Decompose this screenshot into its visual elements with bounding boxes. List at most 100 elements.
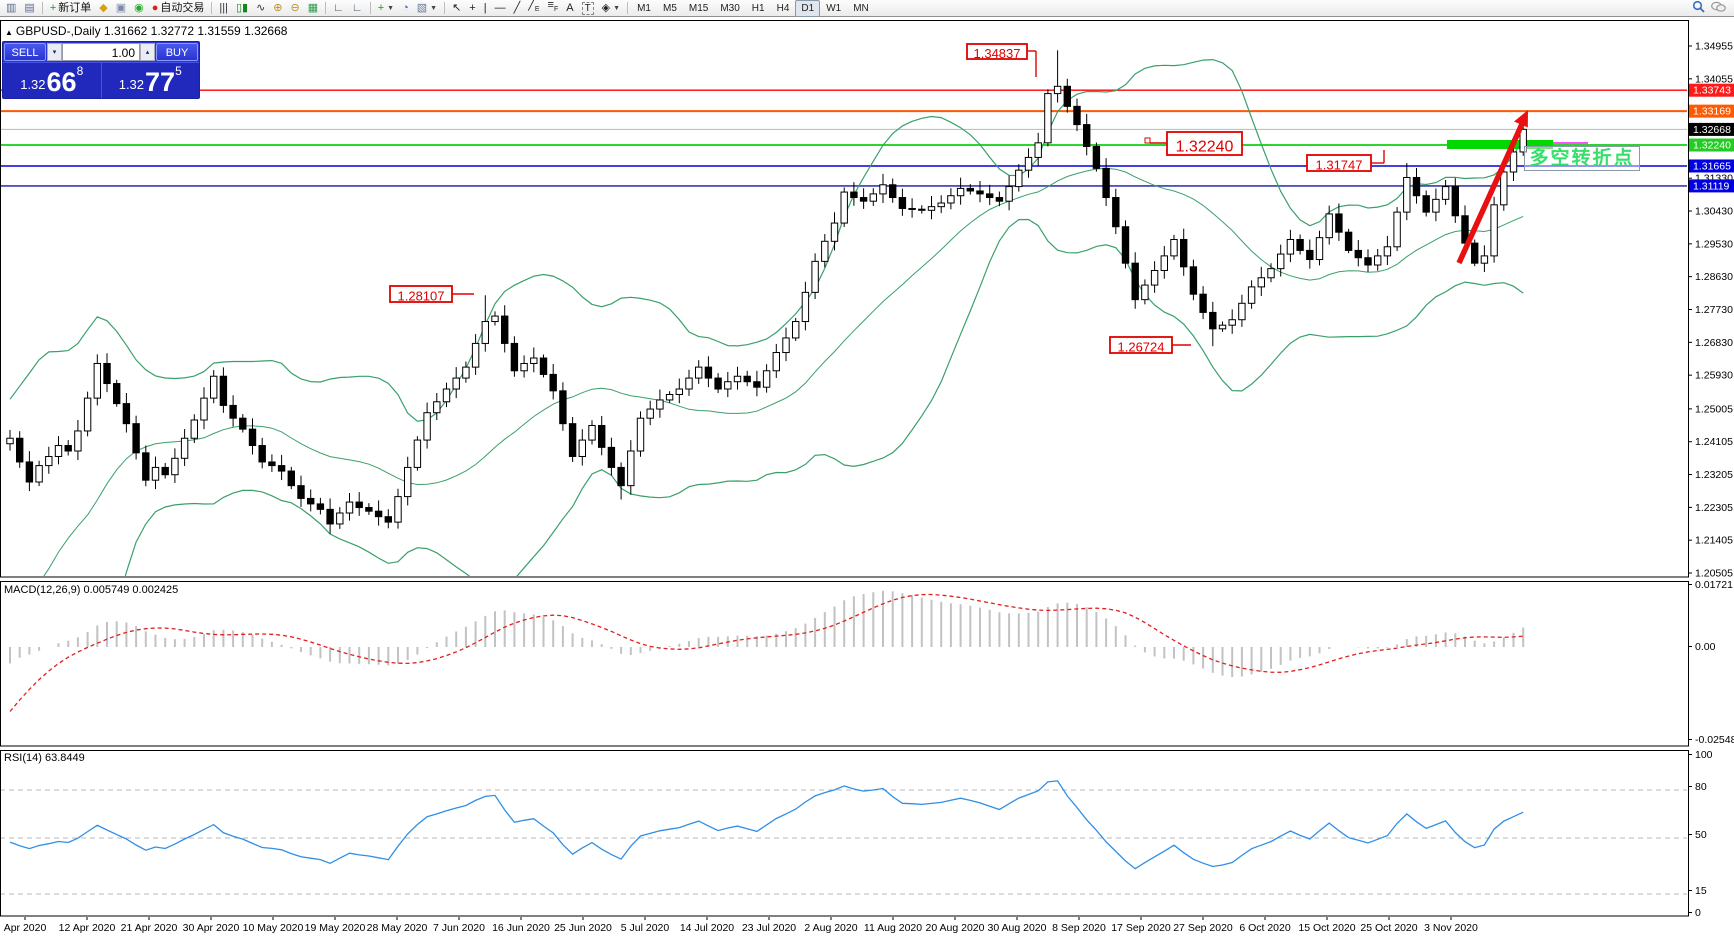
volume-up-button[interactable]: ▴	[140, 43, 155, 61]
candle-body	[665, 393, 674, 401]
timeframe-button-m15[interactable]: M15	[688, 2, 709, 14]
candle-body	[355, 501, 363, 509]
chevron-down-icon[interactable]: ▼	[387, 4, 395, 12]
signals-icon[interactable]: ◉	[130, 0, 148, 17]
candle-body	[180, 437, 189, 459]
sell-price-pips: 66	[46, 67, 77, 97]
zoom-in-icon[interactable]: ⊕	[269, 0, 286, 17]
arrows-icon[interactable]: ◈ ▼	[598, 0, 624, 17]
charts-window-icon[interactable]: ▥	[2, 0, 20, 17]
text-label-icon[interactable]: T	[578, 0, 598, 17]
clock-icon[interactable]: ◔	[398, 0, 413, 17]
date-label: 15 Oct 2020	[1298, 922, 1355, 934]
buy-price-display[interactable]: 1.32 77 5	[100, 63, 200, 98]
price-callout-1.31747[interactable]: 1.31747	[1306, 150, 1385, 173]
price-callout-1.26724[interactable]: 1.26724	[1109, 336, 1191, 355]
buy-button[interactable]: BUY	[156, 43, 198, 61]
candle-body	[210, 375, 218, 399]
tile-windows-icon[interactable]: ▦	[304, 0, 322, 17]
candle-body	[986, 193, 994, 199]
timeframe-button-d1[interactable]: D1	[795, 0, 821, 17]
candle-body	[1073, 105, 1081, 126]
timeframe-button-m5[interactable]: M5	[662, 2, 677, 14]
candle-body	[578, 439, 586, 457]
trend-arrow[interactable]	[1456, 122, 1525, 265]
trendline-icon[interactable]: ╱	[510, 0, 525, 17]
candle-body	[1490, 204, 1498, 257]
candle-body	[1344, 231, 1353, 251]
indicator-window-icon[interactable]: ∟	[329, 0, 348, 17]
callout-box	[1166, 131, 1243, 156]
candle-body	[248, 428, 257, 447]
zoom-out-icon[interactable]: ⊖	[287, 0, 304, 17]
candle-body	[491, 315, 499, 323]
candle-body	[685, 377, 693, 390]
bull-bear-turning-point-note[interactable]: 多空转折点	[1524, 146, 1640, 171]
price-callout-1.28107[interactable]: 1.28107	[389, 285, 474, 304]
price-callout-1.34837[interactable]: 1.34837	[966, 43, 1037, 77]
candle-body	[1451, 186, 1459, 217]
zoom-in-icon-glyph: ⊕	[273, 1, 283, 14]
rsi-label: RSI(14) 63.8449	[4, 752, 85, 764]
search-icon[interactable]	[1692, 0, 1705, 16]
profiles-icon[interactable]: ▤	[20, 0, 38, 17]
timeframe-button-m30[interactable]: M30	[720, 2, 740, 14]
new-order-button[interactable]: + 新订单	[46, 0, 95, 17]
hline-icon[interactable]: —	[491, 0, 510, 17]
chevron-down-icon[interactable]: ▼	[613, 4, 621, 12]
rsi-pane	[1, 780, 1687, 895]
price-callout-1.32240[interactable]: 1.32240	[1144, 131, 1243, 156]
channel-icon[interactable]: ╱E	[524, 0, 543, 17]
text-icon[interactable]: A	[562, 0, 577, 17]
candle-chart-icon[interactable]: ▯▮	[232, 0, 252, 17]
terminal-icon[interactable]: ▣	[112, 0, 130, 17]
candle-body	[1296, 238, 1304, 251]
timeframe-button-h4[interactable]: H4	[776, 2, 790, 14]
candle-body	[549, 373, 557, 392]
sell-price-display[interactable]: 1.32 66 8	[3, 63, 101, 98]
candle-body	[1102, 167, 1110, 199]
timeframe-button-h1[interactable]: H1	[751, 2, 765, 14]
autotrading-button-label: 自动交易	[160, 1, 205, 14]
chart-style-icon[interactable]: ◆	[95, 0, 111, 17]
volume-input[interactable]: 1.00	[62, 43, 140, 61]
signals-icon-glyph: ◉	[134, 1, 144, 14]
period-separator-icon[interactable]: ∟	[348, 0, 367, 17]
green-highlight-zone[interactable]	[1447, 140, 1553, 149]
volume-down-button[interactable]: ▾	[47, 43, 62, 61]
cursor-icon[interactable]: ↖	[448, 0, 465, 17]
templates-icon[interactable]: ▧ ▼	[413, 0, 441, 17]
crosshair-icon[interactable]: +	[465, 0, 479, 17]
candle-body	[1189, 266, 1198, 295]
price-badge-text: 1.31665	[1693, 160, 1731, 172]
text-label-icon-glyph: T	[581, 1, 594, 15]
timeframe-button-w1[interactable]: W1	[826, 2, 842, 14]
chevron-down-icon[interactable]: ▼	[430, 4, 438, 12]
candle-body	[743, 375, 751, 383]
candle-body	[277, 465, 286, 472]
chat-icon[interactable]	[1711, 1, 1726, 16]
bar-chart-icon[interactable]: |||	[215, 0, 232, 17]
vline-icon[interactable]: |	[480, 0, 491, 17]
timeframe-button-m1[interactable]: M1	[637, 2, 651, 14]
candle-body	[879, 184, 887, 195]
date-label: 10 May 2020	[243, 922, 304, 934]
fibonacci-icon[interactable]: ≡F	[544, 0, 563, 17]
macd-label: MACD(12,26,9) 0.005749 0.002425	[4, 584, 179, 596]
date-label: 25 Jun 2020	[554, 922, 612, 934]
timeframe-button-mn[interactable]: MN	[853, 2, 869, 14]
macd-axis-label: 0.01721	[1695, 579, 1733, 591]
date-label: 19 May 2020	[305, 922, 366, 934]
sell-button[interactable]: SELL	[4, 43, 46, 61]
window-expand-icon[interactable]: ▲	[5, 28, 13, 37]
candle-body	[374, 510, 383, 518]
date-label: 16 Jun 2020	[492, 922, 550, 934]
callout-text: 1.31747	[1316, 158, 1363, 173]
candle-body	[598, 424, 606, 448]
date-label: 28 May 2020	[367, 922, 428, 934]
line-chart-icon[interactable]: ∿	[252, 0, 269, 17]
price-tick-label: 1.20505	[1695, 568, 1733, 580]
candle-body	[1228, 319, 1236, 326]
autotrading-button[interactable]: ● 自动交易	[148, 0, 209, 17]
add-indicator-button[interactable]: + ▼	[374, 0, 398, 17]
